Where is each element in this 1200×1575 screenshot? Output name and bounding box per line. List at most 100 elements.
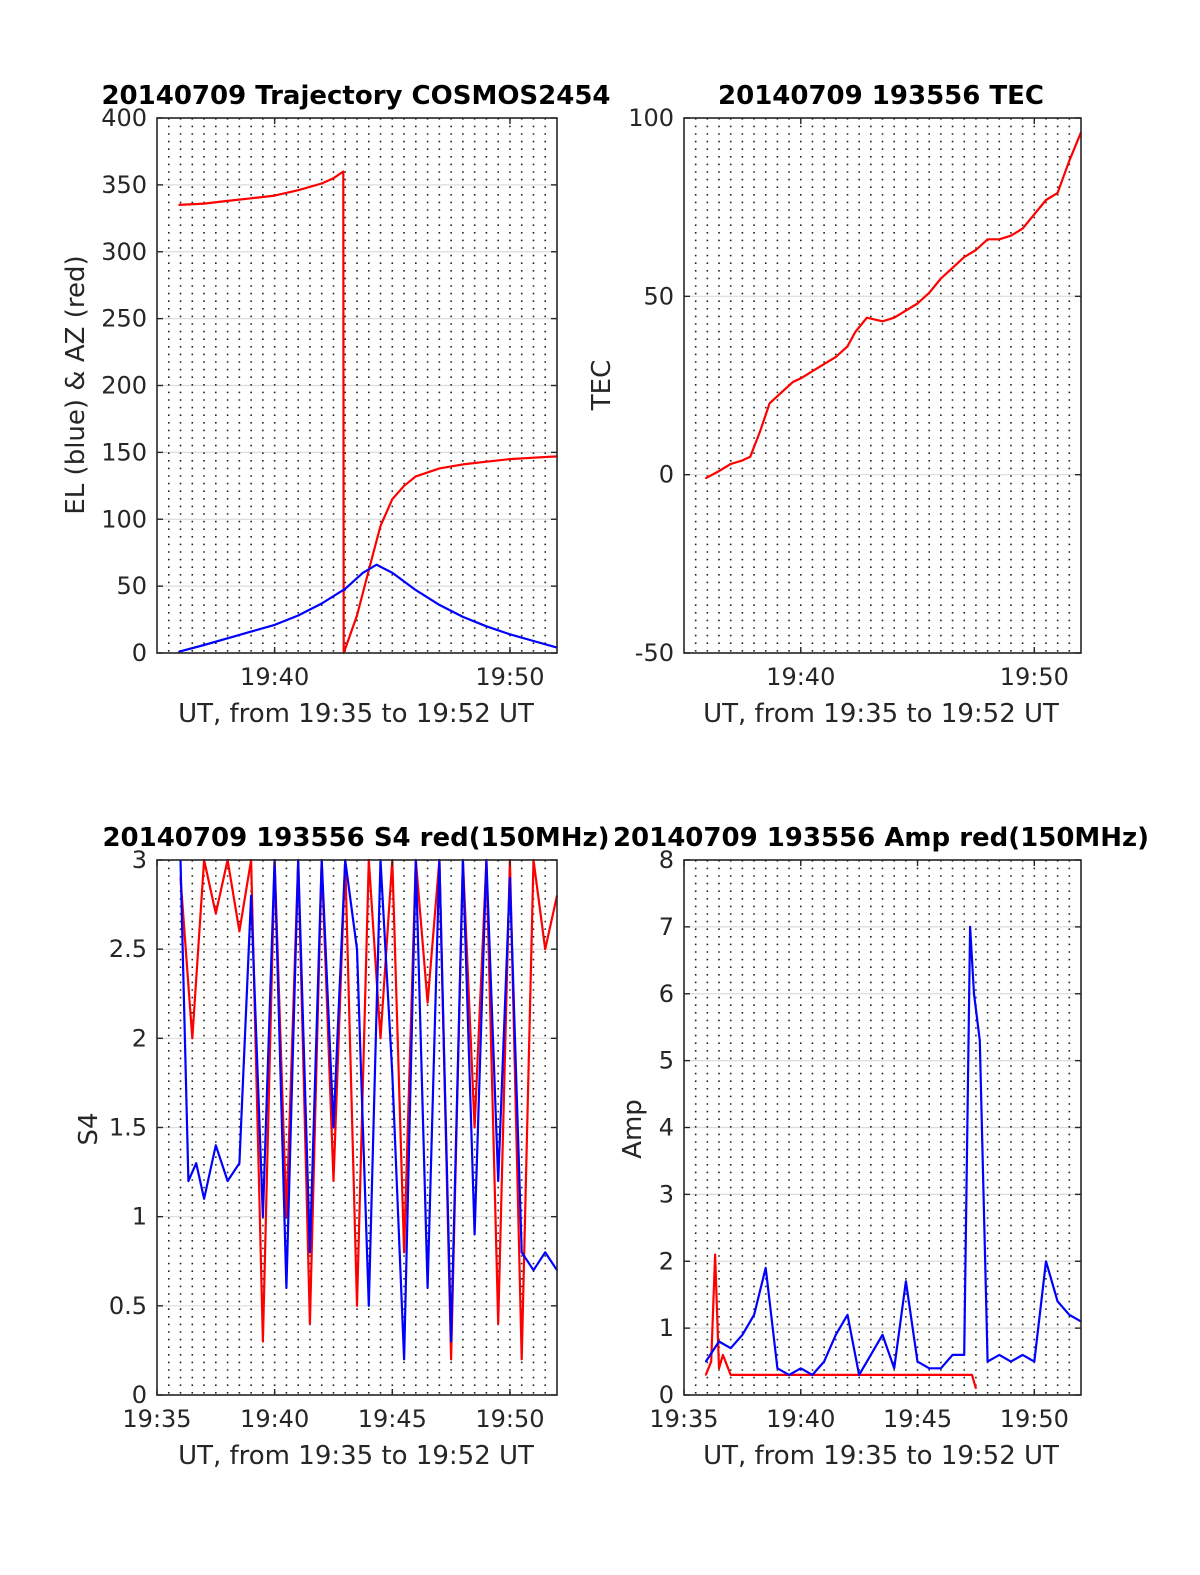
y-tick-label: 2 bbox=[132, 1024, 147, 1052]
s4-data-point bbox=[379, 1037, 382, 1040]
s4-data-point bbox=[367, 1305, 370, 1307]
amp-data-point bbox=[969, 926, 971, 928]
tec-data-point bbox=[975, 249, 977, 251]
amp-data-point bbox=[1010, 1360, 1012, 1363]
s4-data-point bbox=[285, 1215, 288, 1218]
s4-data-point bbox=[403, 1358, 405, 1361]
y-tick-label: 3 bbox=[132, 846, 147, 874]
s4-data-point bbox=[191, 1037, 194, 1040]
x-tick-label: 19:45 bbox=[883, 1405, 952, 1433]
y-tick-label: 2 bbox=[659, 1247, 674, 1275]
trajectory-plot-area: 0 50 100 150 200 250 300 350 400 19:40 19:50 bbox=[101, 104, 558, 691]
s4-data-point bbox=[215, 1144, 217, 1147]
tec-panel: 20140709 193556 TEC UT, from 19:35 to 19… bbox=[587, 81, 1083, 729]
tec-data-point bbox=[940, 277, 942, 280]
trajectory-data-point bbox=[509, 633, 511, 636]
tec-data-point bbox=[834, 356, 837, 358]
s4-title: 20140709 193556 S4 red(150MHz) bbox=[102, 823, 609, 853]
amp-data-point bbox=[1045, 1260, 1047, 1263]
s4-data-point bbox=[544, 1251, 547, 1254]
s4-data-point bbox=[250, 894, 252, 897]
amp-data-point bbox=[704, 1374, 707, 1376]
tec-data-point bbox=[1021, 227, 1024, 230]
tec-data-point bbox=[729, 463, 732, 465]
y-tick-label: 4 bbox=[659, 1114, 674, 1142]
tec-data-point bbox=[718, 470, 720, 472]
trajectory-data-point bbox=[178, 204, 180, 206]
trajectory-data-point bbox=[320, 182, 323, 185]
tec-data-point bbox=[854, 331, 857, 333]
y-tick-label: 2.5 bbox=[109, 935, 147, 963]
amp-data-point bbox=[1056, 1300, 1059, 1303]
y-tick-label: 400 bbox=[101, 104, 147, 132]
tec-data-point bbox=[1068, 160, 1071, 162]
trajectory-title: 20140709 Trajectory COSMOS2454 bbox=[101, 81, 610, 111]
tec-data-point bbox=[1010, 234, 1012, 237]
tec-data-point bbox=[951, 267, 954, 269]
y-tick-label: 0 bbox=[659, 1381, 674, 1409]
amp-data-point bbox=[905, 1280, 907, 1283]
amp-data-point bbox=[1021, 1354, 1024, 1356]
tec-data-point bbox=[846, 345, 849, 348]
amp-data-point bbox=[858, 1374, 860, 1376]
amp-data-point bbox=[973, 992, 975, 995]
amp-data-point bbox=[834, 1334, 837, 1336]
s4-ylabel: S4 bbox=[74, 1112, 104, 1145]
y-tick-label: 1 bbox=[659, 1314, 674, 1342]
trajectory-ylabel: EL (blue) & AZ (red) bbox=[61, 255, 91, 514]
amp-data-point bbox=[1068, 1313, 1071, 1316]
s4-data-point bbox=[187, 1180, 190, 1182]
amp-series-az_red bbox=[704, 1253, 977, 1389]
tec-data-point bbox=[963, 256, 966, 258]
tec-data-point bbox=[704, 477, 707, 480]
y-tick-label: 7 bbox=[659, 913, 674, 941]
x-tick-label: 19:45 bbox=[358, 1405, 427, 1433]
s4-data-point bbox=[450, 1340, 452, 1343]
trajectory-data-point bbox=[462, 463, 464, 466]
y-tick-label: 100 bbox=[628, 104, 674, 132]
trajectory-data-point bbox=[273, 194, 276, 197]
s4-data-point bbox=[426, 1001, 429, 1004]
s4-data-point bbox=[226, 1180, 229, 1182]
x-tick-label: 19:50 bbox=[475, 663, 544, 691]
tec-data-point bbox=[916, 302, 919, 305]
tec-data-point bbox=[1033, 213, 1036, 216]
trajectory-data-point bbox=[438, 467, 441, 470]
trajectory-data-point bbox=[344, 588, 347, 590]
amp-data-point bbox=[722, 1354, 724, 1356]
amp-data-point bbox=[718, 1367, 720, 1370]
s4-data-point bbox=[309, 1322, 311, 1325]
amp-data-point bbox=[764, 1267, 767, 1269]
tec-data-point bbox=[866, 316, 868, 319]
trajectory-data-point bbox=[203, 202, 205, 205]
amp-data-point bbox=[799, 1367, 802, 1370]
s4-data-point bbox=[238, 930, 241, 933]
amp-data-point bbox=[714, 1253, 716, 1256]
s4-data-point bbox=[356, 1305, 358, 1307]
y-tick-label: 300 bbox=[101, 238, 147, 266]
s4-data-point bbox=[262, 1215, 264, 1218]
y-tick-label: 6 bbox=[659, 980, 674, 1008]
trajectory-data-point bbox=[297, 189, 299, 192]
trajectory-data-point bbox=[391, 571, 394, 574]
tec-data-point bbox=[1056, 192, 1059, 194]
amp-data-point bbox=[940, 1367, 942, 1370]
amp-data-point bbox=[998, 1354, 1001, 1356]
amp-data-point bbox=[753, 1313, 755, 1316]
trajectory-data-point bbox=[485, 460, 488, 463]
trajectory-data-point bbox=[532, 640, 535, 642]
amp-data-point bbox=[928, 1367, 931, 1370]
amp-panel: 20140709 193556 Amp red(150MHz) UT, from… bbox=[613, 823, 1149, 1471]
tec-data-point bbox=[905, 309, 907, 312]
x-tick-label: 19:40 bbox=[240, 1405, 309, 1433]
y-tick-label: 0 bbox=[132, 1381, 147, 1409]
plot-frame bbox=[683, 117, 1082, 654]
tec-data-point bbox=[799, 377, 802, 380]
tec-title: 20140709 193556 TEC bbox=[718, 81, 1044, 111]
x-tick-label: 19:50 bbox=[475, 1405, 544, 1433]
y-tick-label: 0 bbox=[132, 639, 147, 667]
s4-data-point bbox=[203, 1198, 205, 1200]
tec-data-point bbox=[881, 320, 884, 323]
s4-data-point bbox=[497, 1180, 499, 1182]
trajectory-data-point bbox=[379, 525, 382, 527]
